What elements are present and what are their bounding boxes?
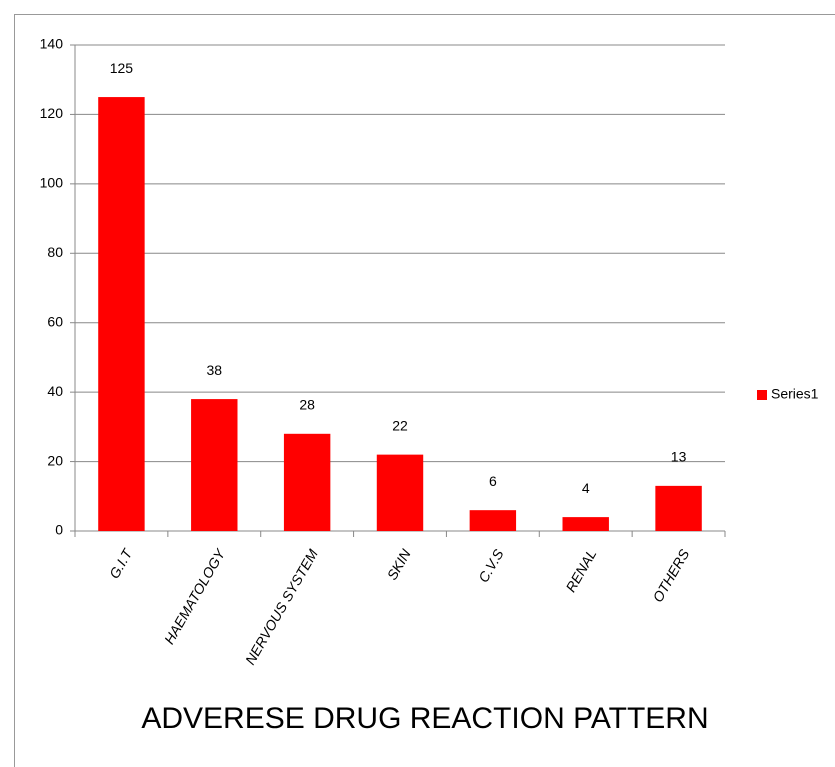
bar [376, 454, 424, 531]
y-tick-label: 40 [47, 383, 63, 399]
y-tick-label: 80 [47, 244, 63, 260]
data-label: 28 [299, 397, 315, 413]
bar [98, 97, 145, 532]
chart-frame [14, 14, 835, 767]
data-label: 125 [110, 60, 134, 76]
bar [655, 485, 702, 531]
y-tick-label: 120 [40, 105, 64, 121]
y-tick-label: 20 [47, 452, 63, 468]
legend-swatch [757, 390, 767, 400]
chart-title: ADVERESE DRUG REACTION PATTERN [141, 702, 708, 735]
y-tick-label: 60 [47, 313, 63, 329]
legend-label: Series1 [771, 386, 819, 402]
data-label: 4 [582, 480, 590, 496]
y-tick-label: 100 [40, 175, 64, 191]
bar [283, 433, 331, 531]
data-label: 38 [206, 362, 222, 378]
y-tick-label: 140 [40, 36, 64, 52]
data-label: 6 [489, 473, 497, 489]
y-tick-label: 0 [55, 522, 63, 538]
data-label: 13 [671, 449, 687, 465]
bar [191, 399, 238, 531]
bar [469, 510, 517, 531]
bar [562, 517, 609, 531]
data-label: 22 [392, 417, 408, 433]
